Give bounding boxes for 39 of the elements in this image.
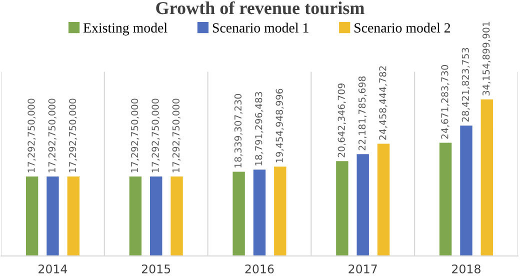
bar [480,99,494,256]
data-label: 19,454,948,996 [276,88,284,162]
bar [274,166,286,256]
chart-title: Growth of revenue tourism [156,1,364,14]
bar [232,172,245,256]
data-label: 22,181,785,698 [358,76,367,150]
bar [26,176,38,256]
bar [170,176,183,256]
data-label: 17,292,750,000 [69,98,78,172]
data-label: 20,642,346,709 [338,83,346,158]
data-label: 34,154,899,901 [482,22,491,96]
data-label: 17,292,750,000 [28,98,36,172]
x-tick-label: 2017 [348,264,377,274]
bar [377,144,390,256]
data-label: 17,292,750,000 [152,98,160,172]
bar [336,161,348,256]
data-label: 18,339,307,230 [234,94,243,168]
x-tick-label: 2018 [452,264,480,274]
legend-label: Scenario model 2 [354,22,450,33]
bar [46,176,59,256]
x-tick-label: 2014 [38,264,68,274]
bar [253,170,266,256]
bar [460,126,472,256]
data-label: 17,292,750,000 [48,98,56,172]
legend-label: Scenario model 1 [212,22,308,33]
data-label: 24,671,283,730 [441,65,450,139]
data-label: 18,791,296,483 [255,92,264,166]
data-label: 17,292,750,000 [172,98,180,172]
data-label: 24,458,444,782 [379,66,388,140]
data-label: 28,421,823,753 [462,48,470,122]
data-label: 17,292,750,000 [131,98,140,172]
legend-label: Existing model [83,22,168,36]
bar [67,176,80,256]
x-tick-label: 2016 [245,264,274,274]
bar [356,154,369,256]
x-tick-label: 2015 [142,264,170,274]
bar [129,176,142,256]
bar [439,142,452,256]
bar [150,176,162,256]
